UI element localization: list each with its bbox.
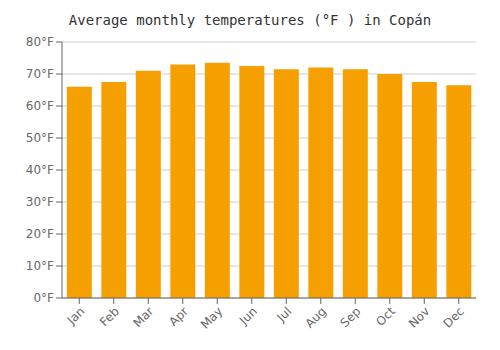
- svg-text:Jan: Jan: [64, 304, 88, 328]
- svg-text:Feb: Feb: [97, 304, 122, 329]
- svg-text:70°F: 70°F: [26, 67, 54, 81]
- svg-text:60°F: 60°F: [26, 99, 54, 113]
- svg-text:Mar: Mar: [130, 304, 156, 330]
- svg-text:Nov: Nov: [406, 304, 432, 330]
- svg-text:Sep: Sep: [337, 304, 363, 330]
- svg-text:40°F: 40°F: [26, 163, 54, 177]
- svg-text:30°F: 30°F: [26, 195, 54, 209]
- svg-text:May: May: [198, 304, 225, 331]
- svg-text:Aug: Aug: [302, 304, 328, 330]
- svg-text:20°F: 20°F: [26, 227, 54, 241]
- svg-text:Jul: Jul: [274, 304, 295, 325]
- svg-text:Apr: Apr: [166, 304, 191, 329]
- svg-text:0°F: 0°F: [33, 291, 54, 305]
- svg-text:10°F: 10°F: [26, 259, 54, 273]
- svg-text:50°F: 50°F: [26, 131, 54, 145]
- svg-text:Jun: Jun: [236, 304, 260, 328]
- svg-text:Dec: Dec: [441, 304, 467, 330]
- html-text:Average monthly temperatures (: Average monthly temperatures (°F ) in Co…: [68, 12, 432, 28]
- svg-text:Oct: Oct: [373, 304, 398, 329]
- svg-text:80°F: 80°F: [26, 35, 54, 49]
